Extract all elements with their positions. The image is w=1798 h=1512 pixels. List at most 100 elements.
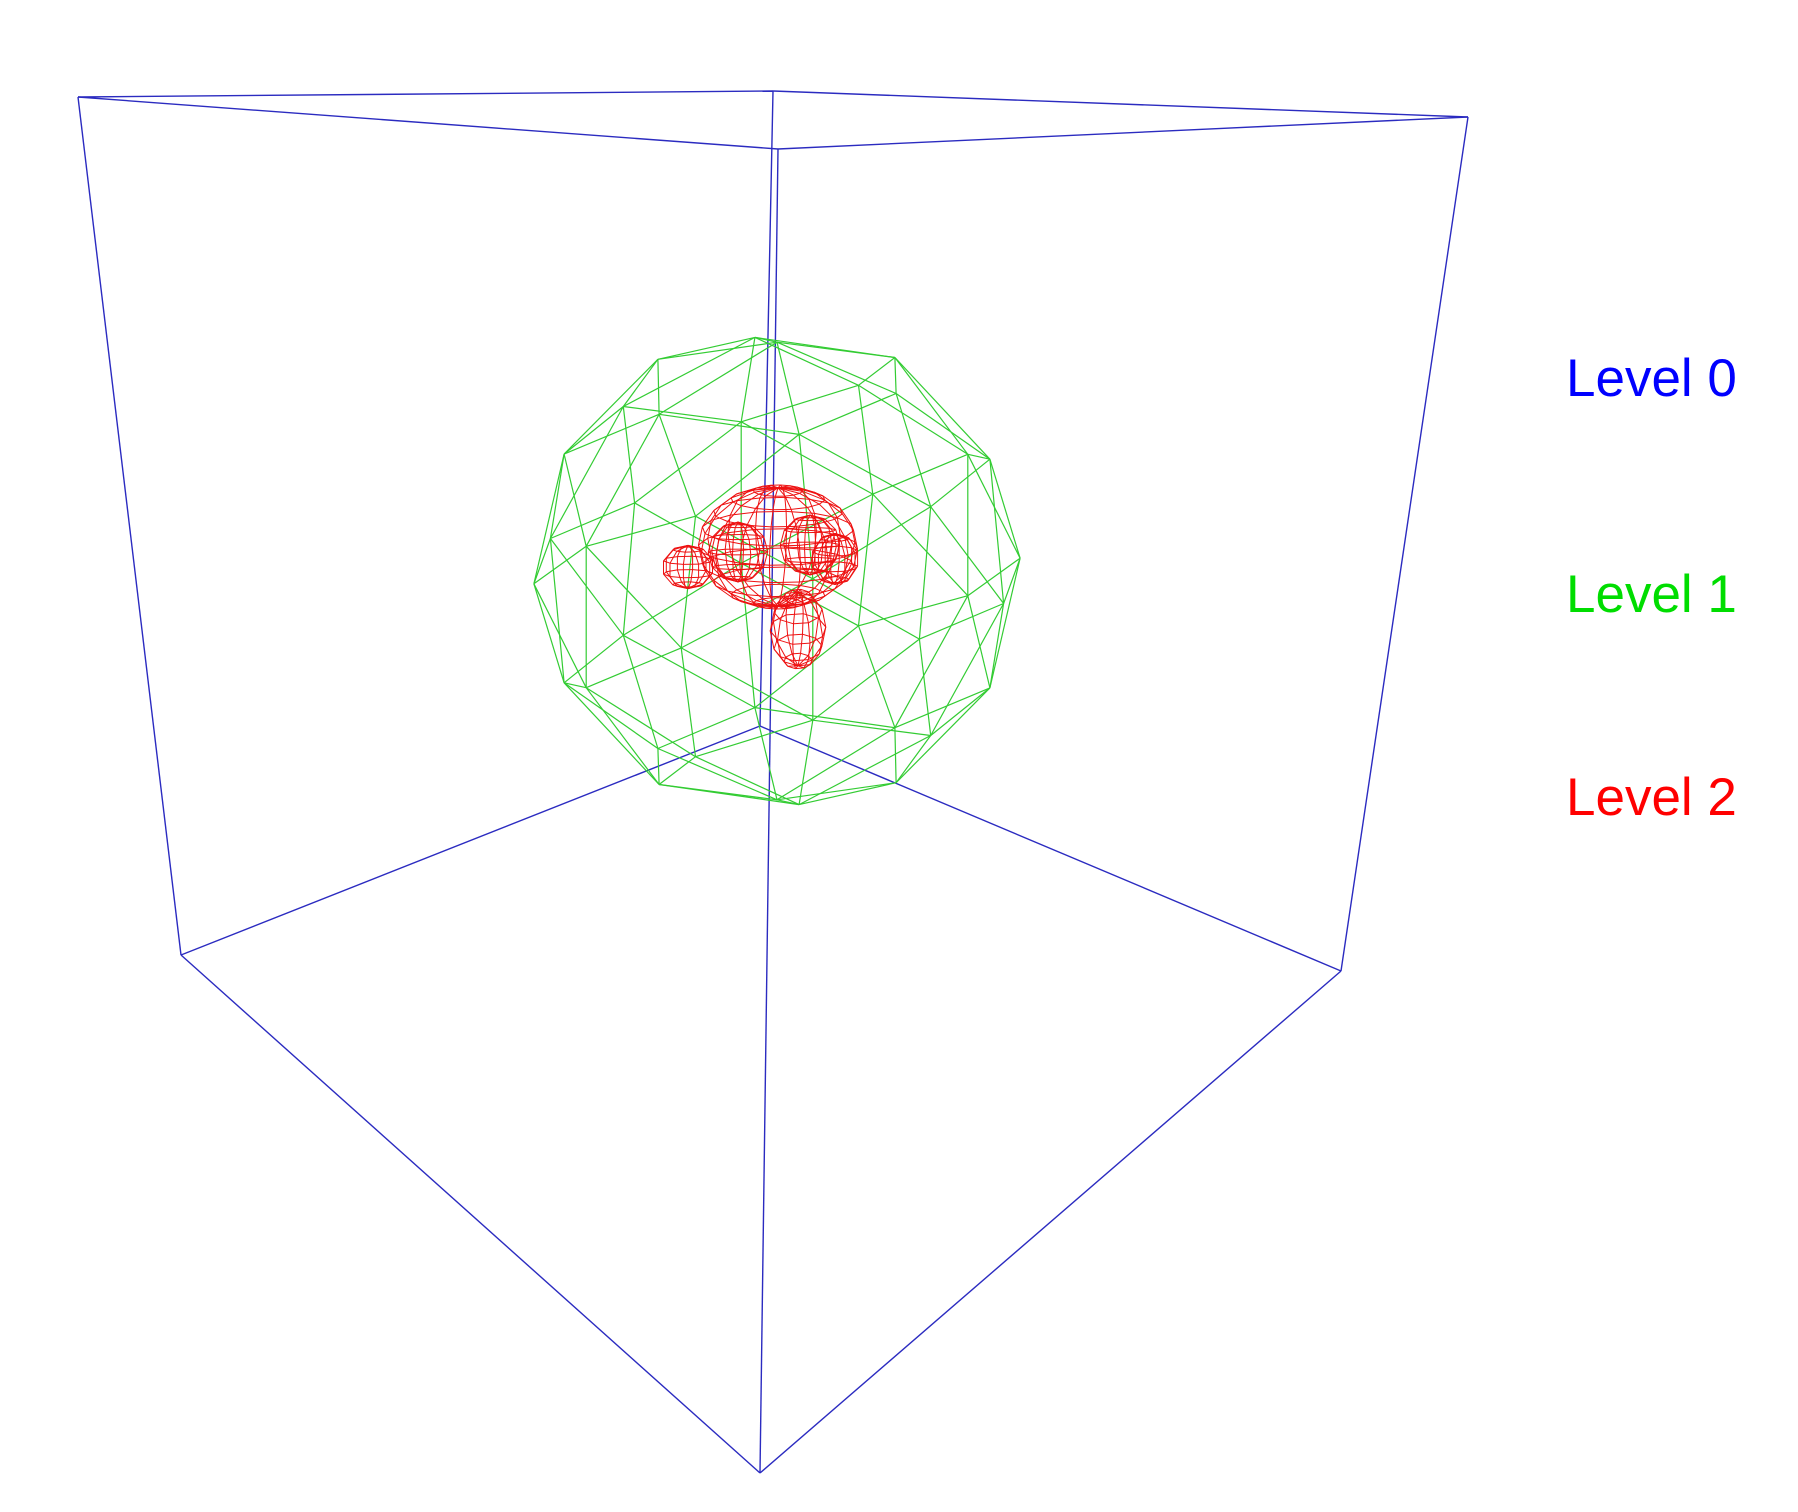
monkey-edge xyxy=(755,508,774,511)
monkey-edge xyxy=(804,532,806,548)
sphere-edge xyxy=(563,682,659,749)
sphere-edge xyxy=(740,562,859,627)
monkey-edge xyxy=(785,614,789,636)
monkey-edge xyxy=(837,576,846,578)
sphere-edge xyxy=(585,687,660,785)
monkey-edge xyxy=(702,572,713,585)
monkey-edge xyxy=(790,561,800,573)
monkey-edge xyxy=(736,487,757,495)
monkey-edge xyxy=(822,591,826,597)
monkey-edge xyxy=(777,487,786,497)
sphere-edge xyxy=(533,453,565,584)
cube-edge xyxy=(77,96,779,150)
sphere-edge xyxy=(623,634,756,709)
sphere-edge xyxy=(895,393,991,460)
monkey-edge xyxy=(769,582,772,597)
monkey-edge xyxy=(819,499,826,505)
monkey-edge xyxy=(793,492,800,496)
monkey-edge xyxy=(710,504,722,521)
monkey-edge xyxy=(692,569,707,572)
monkey-edge xyxy=(814,527,816,543)
monkey-edge xyxy=(803,600,811,605)
monkey-edge xyxy=(758,493,767,497)
monkey-edge xyxy=(814,542,816,558)
monkey-edge xyxy=(755,511,758,530)
monkey-edge xyxy=(793,604,796,624)
monkey-edge xyxy=(772,496,776,510)
monkey-edge xyxy=(811,538,822,553)
monkey-edge xyxy=(834,581,842,585)
monkey-edge xyxy=(798,514,811,521)
monkey-edge xyxy=(793,659,809,662)
monkey-edge xyxy=(777,639,781,657)
sphere-edge xyxy=(695,719,813,758)
sphere-edge xyxy=(658,341,778,415)
monkey-edge xyxy=(818,588,835,594)
monkey-edge xyxy=(797,664,811,667)
monkey-edge xyxy=(798,517,805,528)
sphere-edge xyxy=(585,647,682,689)
monkey-edge xyxy=(712,536,720,540)
monkey-edge xyxy=(769,526,772,547)
sphere-edge xyxy=(930,458,991,508)
monkey-edge xyxy=(731,489,754,499)
monkey-edge xyxy=(741,543,770,547)
sphere-edge xyxy=(754,707,895,729)
monkey-edge xyxy=(718,575,729,592)
sphere-edge xyxy=(872,453,969,495)
monkey-edge xyxy=(820,557,830,571)
monkey-edge xyxy=(815,618,819,639)
monkey-edge xyxy=(687,545,695,553)
cube-edge xyxy=(180,954,761,1474)
monkey-edge xyxy=(736,570,749,587)
monkey-edge xyxy=(798,564,801,583)
sphere-edge xyxy=(967,595,991,689)
monkey-edge xyxy=(840,540,846,556)
sphere-edge xyxy=(585,687,696,758)
monkey-edge xyxy=(779,545,785,561)
monkey-edge xyxy=(786,510,815,514)
monkey-edge xyxy=(809,653,820,665)
monkey-edge xyxy=(663,573,674,586)
monkey-edge xyxy=(787,633,803,636)
sphere-edge xyxy=(657,747,778,801)
monkey-edge xyxy=(773,611,781,621)
monkey-edge xyxy=(783,591,799,599)
sphere-edge xyxy=(563,682,587,689)
monkey-edge xyxy=(783,597,789,603)
cube-edge xyxy=(772,90,1469,118)
monkey-edge xyxy=(822,545,837,549)
monkey-edge xyxy=(800,568,810,586)
sphere-edge xyxy=(894,727,897,783)
monkey-edge xyxy=(787,601,796,606)
monkey-edge xyxy=(715,564,727,567)
monkey-edge xyxy=(713,497,732,512)
sphere-edge xyxy=(754,336,778,343)
monkey-edge xyxy=(780,544,789,548)
sphere-edge xyxy=(930,506,1005,604)
cube-edge xyxy=(759,148,779,1474)
monkey-edge xyxy=(808,653,820,661)
monkey-edge xyxy=(663,573,671,577)
monkey-edge xyxy=(773,640,778,650)
monkey-edge xyxy=(669,576,684,579)
monkey-edge xyxy=(797,591,811,602)
monkey-edge xyxy=(741,505,756,509)
monkey-edge xyxy=(760,553,765,569)
monkey-edge xyxy=(783,593,787,599)
monkey-edge xyxy=(834,513,843,520)
monkey-edge xyxy=(807,503,820,508)
sphere-edge xyxy=(622,406,636,503)
sphere-edge xyxy=(967,453,991,460)
sphere-edge xyxy=(657,359,660,415)
monkey-edge xyxy=(830,571,833,583)
monkey-edge xyxy=(795,667,805,670)
monkey-edge xyxy=(783,661,799,667)
monkey-edge xyxy=(741,493,759,507)
monkey-edge xyxy=(787,596,803,599)
sphere-edge xyxy=(918,639,932,736)
monkey-edge xyxy=(762,598,779,607)
monkey-edge xyxy=(743,548,760,551)
monkey-edge xyxy=(801,488,824,497)
